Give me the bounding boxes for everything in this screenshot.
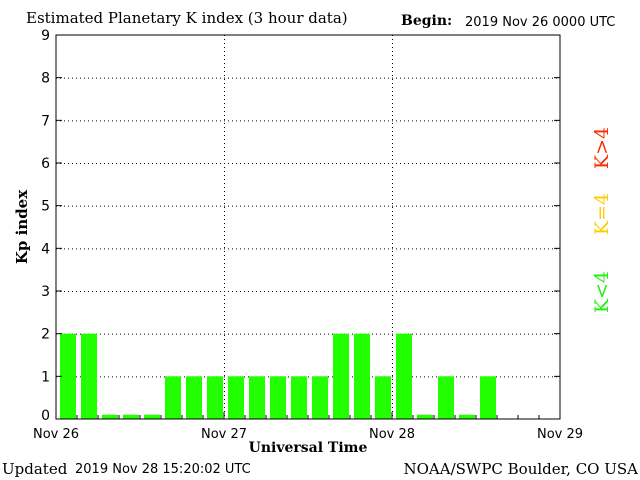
y-tick-label: 0 — [41, 408, 50, 424]
y-tick-label: 4 — [41, 241, 50, 257]
kp-bar — [417, 414, 433, 419]
kp-bar — [60, 333, 76, 419]
legend-item: K<4 — [591, 271, 613, 313]
kp-bar — [165, 376, 181, 419]
y-tick-layer: 0 1 2 3 4 5 6 7 8 9 — [41, 28, 560, 424]
y-tick-label: 1 — [41, 369, 50, 385]
kp-bar — [291, 376, 307, 419]
kp-bar — [228, 376, 244, 419]
bar-layer — [60, 333, 496, 419]
y-tick-label: 6 — [41, 156, 50, 172]
kp-bar — [102, 414, 118, 419]
grid-layer — [56, 35, 560, 419]
x-tick-label: Nov 26 — [33, 427, 79, 442]
plot-frame — [55, 34, 561, 420]
y-tick-label: 8 — [41, 71, 50, 87]
kp-bar — [144, 414, 160, 419]
y-tick-label: 5 — [41, 199, 50, 215]
legend-item: K>4 — [591, 127, 613, 169]
kp-bar — [186, 376, 202, 419]
y-tick-label: 3 — [41, 284, 50, 300]
kp-bar — [249, 376, 265, 419]
x-tick-label: Nov 28 — [369, 427, 415, 442]
x-axis-label: Universal Time — [249, 440, 368, 456]
kp-bar — [354, 333, 370, 419]
kp-bar — [438, 376, 454, 419]
kp-bar — [333, 333, 349, 419]
x-tick-label: Nov 27 — [201, 427, 247, 442]
y-tick-label: 2 — [41, 327, 50, 343]
kp-bar — [81, 333, 97, 419]
begin-label: Begin: — [401, 13, 453, 29]
kp-bar — [459, 414, 475, 419]
kp-bar — [207, 376, 223, 419]
kp-bar — [123, 414, 139, 419]
kp-bar — [375, 376, 391, 419]
kp-bar — [480, 376, 496, 419]
kp-bar — [270, 376, 286, 419]
credit-label: NOAA/SWPC Boulder, CO USA — [403, 460, 638, 478]
legend: K>4 K=4 K<4 — [591, 127, 613, 313]
updated-label: Updated — [2, 460, 68, 478]
y-tick-label: 9 — [41, 28, 50, 44]
legend-item: K=4 — [591, 193, 613, 235]
y-axis-label: Kp index — [13, 189, 31, 264]
kp-bar — [312, 376, 328, 419]
y-tick-label: 7 — [41, 113, 50, 129]
kp-bar — [396, 333, 412, 419]
x-tick-layer: Nov 26 Nov 27 Nov 28 Nov 29 — [33, 412, 583, 442]
begin-value: 2019 Nov 26 0000 UTC — [465, 15, 616, 30]
updated-value: 2019 Nov 28 15:20:02 UTC — [75, 462, 251, 477]
chart-title: Estimated Planetary K index (3 hour data… — [26, 9, 348, 27]
x-tick-label: Nov 29 — [537, 427, 583, 442]
